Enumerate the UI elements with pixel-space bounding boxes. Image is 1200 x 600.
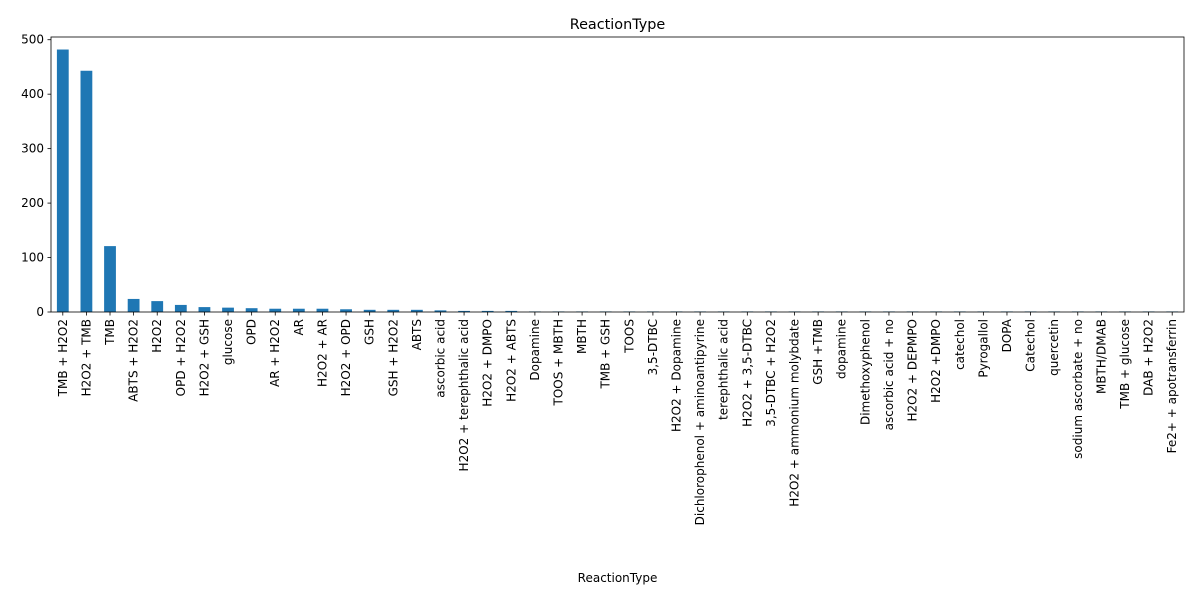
x-tick-label: GSH	[363, 319, 377, 345]
bar	[174, 304, 187, 312]
x-tick-label: DOPA	[1000, 318, 1014, 352]
bar	[269, 308, 282, 312]
x-tick-label: Dimethoxyphenol	[858, 319, 872, 425]
y-tick-label: 200	[21, 196, 44, 210]
x-tick-label: MBTH	[575, 319, 589, 354]
x-tick-label: H2O2	[150, 319, 164, 353]
x-tick-label: GSH + H2O2	[386, 319, 400, 396]
x-tick-label: TOOS	[622, 319, 636, 354]
x-tick-label: DAB + H2O2	[1142, 319, 1156, 396]
x-tick-label: OPD	[245, 319, 259, 345]
x-tick-label: 3,5-DTBC	[646, 319, 660, 375]
x-tick-label: catechol	[953, 319, 967, 370]
x-axis: TMB + H2O2 H2O2 + TMB TMB ABTS + H2O2 H2O2 OP…	[56, 312, 1179, 525]
x-tick-label: ABTS + H2O2	[127, 319, 141, 402]
y-tick-label: 0	[36, 305, 44, 319]
bar	[56, 49, 69, 313]
x-axis-label: ReactionType	[578, 571, 658, 585]
y-tick-label: 400	[21, 87, 44, 101]
x-tick-label: AR + H2O2	[268, 319, 282, 387]
bars-group	[56, 49, 1179, 313]
bar	[80, 70, 93, 312]
x-tick-label: GSH +TMB	[811, 319, 825, 385]
x-tick-label: H2O2 + OPD	[339, 319, 353, 396]
bar	[505, 310, 518, 312]
x-tick-label: H2O2 + AR	[315, 319, 329, 387]
x-tick-label: terephthalic acid	[717, 319, 731, 420]
x-tick-label: Dopamine	[528, 319, 542, 381]
bar	[481, 310, 494, 312]
bar	[151, 301, 164, 312]
bar	[104, 246, 116, 312]
y-tick-label: 100	[21, 251, 44, 265]
x-tick-label: H2O2 + 3,5-DTBC	[740, 319, 754, 427]
x-tick-label: H2O2 + terephthalic acid	[457, 319, 471, 471]
x-tick-label: TOOS + MBTH	[551, 319, 565, 406]
x-tick-label: OPD + H2O2	[174, 319, 188, 396]
bar	[127, 298, 140, 312]
bar	[387, 309, 400, 312]
x-tick-label: H2O2 + GSH	[197, 319, 211, 396]
bar	[340, 309, 352, 312]
x-tick-label: Pyrogallol	[976, 319, 990, 378]
x-tick-label: H2O2 +DMPO	[929, 319, 943, 403]
x-tick-label: Dichlorophenol + aminoantipyrine	[693, 319, 707, 525]
x-tick-label: H2O2 + ABTS	[504, 319, 518, 402]
x-tick-label: Catechol	[1024, 319, 1038, 372]
plot-frame	[50, 36, 1185, 313]
x-tick-label: sodium ascorbate + no	[1071, 319, 1085, 459]
x-tick-label: Fe2+ + apotransferrin	[1165, 319, 1179, 453]
x-tick-label: glucose	[221, 319, 235, 365]
x-tick-label: TMB + GSH	[599, 319, 613, 390]
bar	[245, 308, 258, 312]
x-tick-label: quercetin	[1047, 319, 1061, 376]
x-tick-label: 3,5-DTBC + H2O2	[764, 319, 778, 427]
bar	[198, 307, 211, 312]
x-tick-label: ascorbic acid + no	[882, 319, 896, 430]
y-tick-label: 300	[21, 142, 44, 156]
y-tick-label: 500	[21, 33, 44, 47]
chart-title: ReactionType	[570, 17, 666, 33]
x-tick-label: H2O2 + DMPO	[481, 319, 495, 407]
x-tick-label: H2O2 + ammonium molybdate	[788, 319, 802, 507]
bar	[222, 307, 234, 312]
x-tick-label: H2O2 + DEPMPO	[906, 319, 920, 422]
x-tick-label: TMB + glucose	[1118, 319, 1132, 410]
x-tick-label: dopamine	[835, 319, 849, 379]
x-tick-label: MBTH/DMAB	[1094, 319, 1108, 394]
bar	[292, 308, 305, 312]
x-tick-label: AR	[292, 319, 306, 336]
bar	[316, 308, 329, 312]
x-tick-label: TMB	[103, 319, 117, 346]
y-axis: 0 100 200 300 400 500	[21, 33, 51, 319]
x-tick-label: H2O2 + Dopamine	[670, 319, 684, 432]
bar	[363, 309, 376, 312]
x-tick-label: TMB + H2O2	[56, 319, 70, 397]
bar	[434, 310, 447, 312]
x-tick-label: ascorbic acid	[433, 319, 447, 398]
bar	[410, 309, 423, 312]
bar	[458, 310, 470, 312]
x-tick-label: H2O2 + TMB	[79, 319, 93, 396]
x-tick-label: ABTS	[410, 319, 424, 350]
